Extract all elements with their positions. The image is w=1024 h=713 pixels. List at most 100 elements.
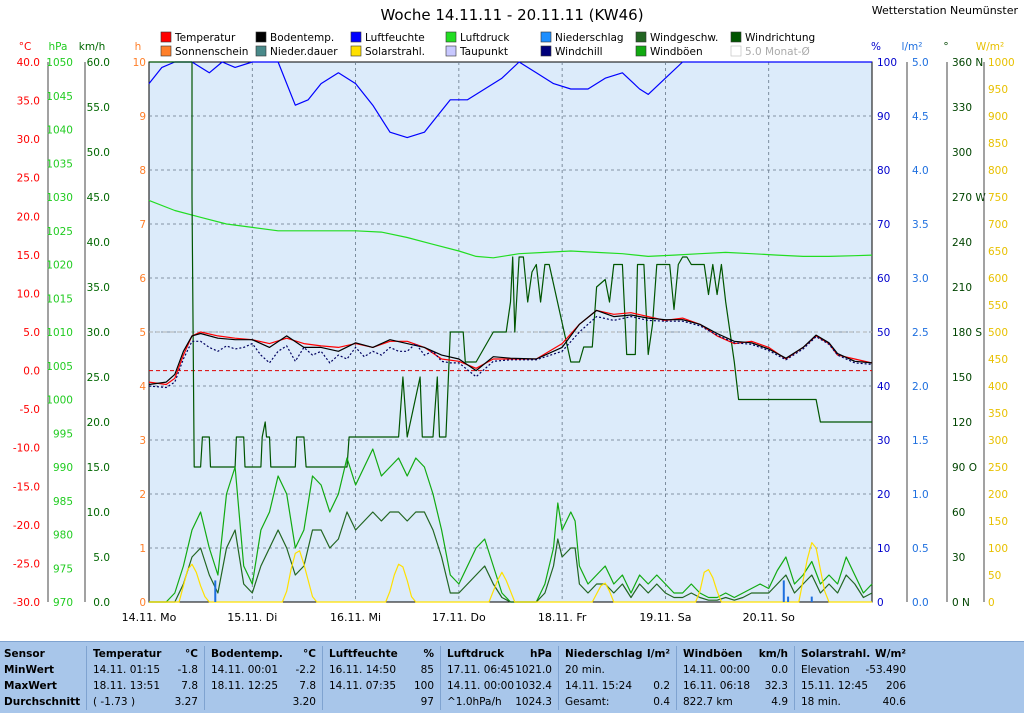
- rain-bar: [787, 596, 790, 602]
- axis-tick-wind: 50.0: [87, 147, 110, 159]
- axis-tick-solar: 1000: [988, 57, 1015, 69]
- axis-tick-solar: 700: [988, 219, 1008, 231]
- axis-tick-temp: -25.0: [13, 558, 40, 570]
- axis-tick-humidity: 90: [877, 111, 890, 123]
- stats-panel-title: Temperatur: [93, 648, 162, 660]
- axis-tick-rain: 1.0: [912, 489, 929, 501]
- axis-tick-solar: 450: [988, 354, 1008, 366]
- x-tick-label: 14.11. Mo: [122, 611, 177, 624]
- axis-tick-hours: 8: [139, 165, 146, 177]
- stats-cell-value: 0.0: [771, 664, 788, 676]
- x-tick-label: 18.11. Fr: [538, 611, 587, 624]
- stats-row: 14.11. 00:00 1032.4: [441, 678, 558, 694]
- legend-swatch-bodentemp: [255, 31, 267, 43]
- stats-cell-time: Gesamt:: [565, 696, 610, 708]
- axis-tick-pressure: 1000: [46, 395, 73, 407]
- stats-cell-time: 16.11. 14:50: [329, 664, 396, 676]
- legend: Temperatur Bodentemp. Luftfeuchte Luftdruck…: [160, 31, 815, 58]
- stats-cell-time: 16.11. 06:18: [683, 680, 750, 692]
- series-line-luftfeuchte: [148, 61, 872, 139]
- axis-tick-direction: 210: [952, 282, 972, 294]
- stats-label-avg: Durchschnitt: [4, 696, 81, 708]
- stats-cell-value: 1032.4: [515, 680, 552, 692]
- axis-tick-wind: 45.0: [87, 192, 110, 204]
- stats-panel-unit: °C: [303, 648, 316, 660]
- axis-tick-solar: 900: [988, 111, 1008, 123]
- legend-label-5-0-monat: 5.0 Monat-Ø: [745, 46, 810, 58]
- legend-swatch-niederschlag: [540, 31, 552, 43]
- rain-bar: [214, 580, 217, 602]
- axis-tick-hours: 3: [139, 435, 146, 447]
- axis-tick-wind: 10.0: [87, 507, 110, 519]
- stats-row: 97: [323, 694, 440, 710]
- axis-tick-temp: 25.0: [17, 173, 40, 185]
- stats-cell-time: 14.11. 01:15: [93, 664, 160, 676]
- stats-row: 822.7 km 4.9: [677, 694, 794, 710]
- stats-cell-time: 14.11. 07:35: [329, 680, 396, 692]
- legend-label-windgeschw: Windgeschw.: [650, 32, 718, 44]
- axis-tick-hours: 7: [139, 219, 146, 231]
- axis-tick-humidity: 30: [877, 435, 890, 447]
- stats-row: 18.11. 12:25 7.8: [205, 678, 322, 694]
- axis-tick-humidity: 10: [877, 543, 890, 555]
- stats-cell-value: 1024.3: [515, 696, 552, 708]
- axis-tick-pressure: 980: [53, 530, 73, 542]
- axis-tick-wind: 0.0: [93, 597, 110, 609]
- stats-panel-title: Solarstrahl.: [801, 648, 871, 660]
- legend-swatch-nieder-dauer: [255, 45, 267, 57]
- stats-cell-value: 32.3: [764, 680, 788, 692]
- axis-tick-solar: 0: [988, 597, 995, 609]
- axis-tick-solar: 650: [988, 246, 1008, 258]
- axis-tick-temp: 15.0: [17, 250, 40, 262]
- axis-tick-solar: 150: [988, 516, 1008, 528]
- stats-row: 17.11. 06:45 1021.0: [441, 662, 558, 678]
- legend-label-windchill: Windchill: [555, 46, 603, 58]
- legend-swatch-luftdruck: [445, 31, 457, 43]
- stats-panel-title: Luftfeuchte: [329, 648, 398, 660]
- axis-tick-temp: -5.0: [20, 404, 41, 416]
- stats-cell-value: 0.4: [653, 696, 670, 708]
- stats-cell-value: 7.8: [181, 680, 198, 692]
- axis-tick-solar: 500: [988, 327, 1008, 339]
- stats-cell-time: 18 min.: [801, 696, 841, 708]
- axis-tick-hours: 2: [139, 489, 146, 501]
- stats-cell-time: 14.11. 15:24: [565, 680, 632, 692]
- stats-row: 16.11. 14:50 85: [323, 662, 440, 678]
- axis-tick-direction: 180 S: [952, 327, 982, 339]
- stats-cell-time: 20 min.: [565, 664, 605, 676]
- stats-cell-value: 7.8: [299, 680, 316, 692]
- stats-cell-value: -1.8: [177, 664, 199, 676]
- axis-tick-rain: 0.0: [912, 597, 929, 609]
- axis-tick-direction: 120: [952, 417, 972, 429]
- stats-panel-title: Luftdruck: [447, 648, 505, 660]
- axis-tick-rain: 0.5: [912, 543, 929, 555]
- stats-row: 14.11. 15:24 0.2: [559, 678, 676, 694]
- axis-tick-humidity: 80: [877, 165, 890, 177]
- stats-cell-value: 3.27: [174, 696, 198, 708]
- axis-tick-direction: 60: [952, 507, 965, 519]
- axis-tick-wind: 30.0: [87, 327, 110, 339]
- stats-cell-value: 100: [413, 680, 434, 692]
- legend-label-temperatur: Temperatur: [174, 32, 236, 44]
- stats-panel-unit: l/m²: [647, 648, 670, 660]
- stats-panel-luftfeuchte: Luftfeuchte% 16.11. 14:50 85 14.11. 07:35 10…: [322, 646, 440, 710]
- axis-tick-temp: 0.0: [23, 366, 40, 378]
- axis-tick-pressure: 1015: [46, 293, 73, 305]
- axis-tick-solar: 600: [988, 273, 1008, 285]
- stats-cell-time: 18.11. 12:25: [211, 680, 278, 692]
- stats-row: ( -1.73 ) 3.27: [87, 694, 204, 710]
- x-tick-label: 16.11. Mi: [330, 611, 381, 624]
- axis-tick-wind: 15.0: [87, 462, 110, 474]
- legend-label-luftfeuchte: Luftfeuchte: [365, 32, 425, 44]
- axis-unit-temp: °C: [19, 41, 32, 53]
- stats-row: ^1.0hPa/h 1024.3: [441, 694, 558, 710]
- statistics-panel: Sensor MinWert MaxWert Durchschnitt Temp…: [0, 641, 1024, 713]
- stats-panel-niederschlag: Niederschlag l/m² 20 min. 14.11. 15:24 0.2 Ge…: [558, 646, 676, 710]
- stats-cell-value: 4.9: [771, 696, 788, 708]
- axis-tick-pressure: 985: [53, 496, 73, 508]
- x-tick-label: 19.11. Sa: [639, 611, 691, 624]
- stats-label-max: MaxWert: [4, 680, 57, 692]
- axis-tick-direction: 270 W: [952, 192, 986, 204]
- axis-tick-hours: 6: [139, 273, 146, 285]
- axis-tick-humidity: 40: [877, 381, 890, 393]
